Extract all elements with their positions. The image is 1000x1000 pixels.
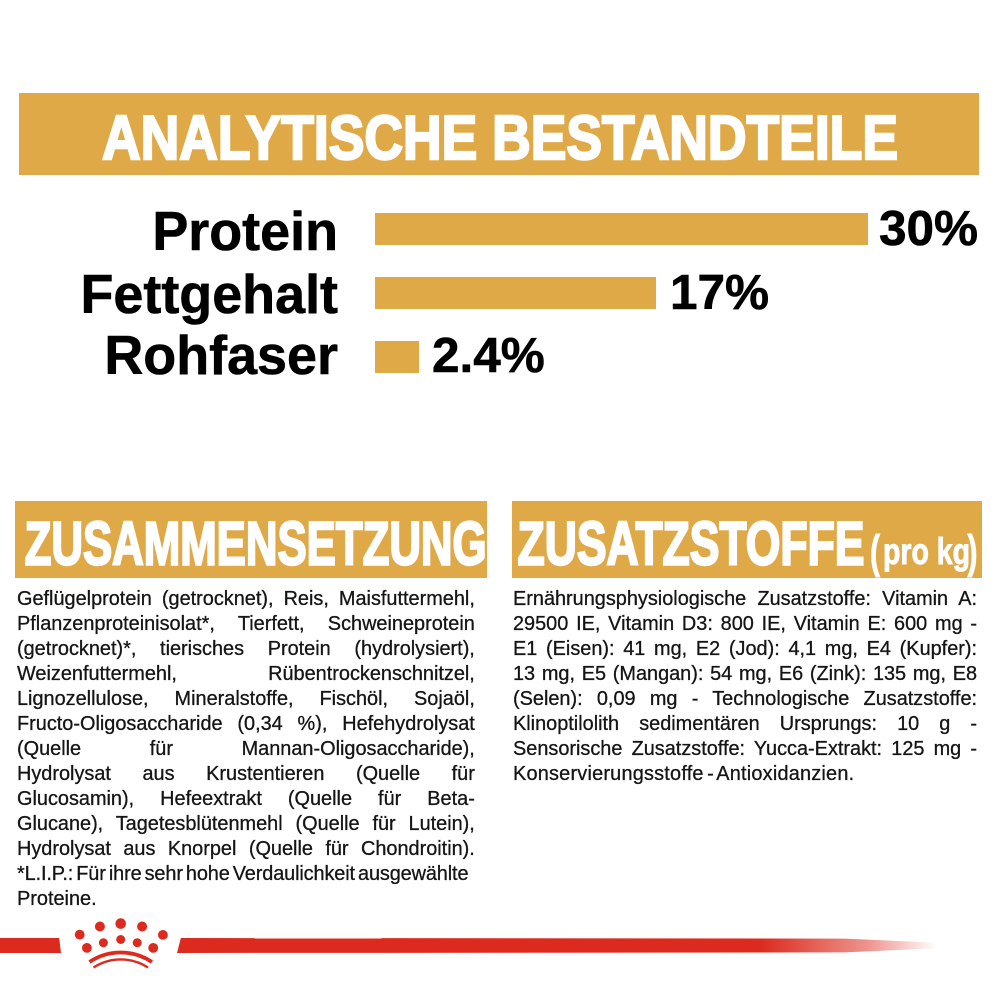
- svg-text:ZUSATZSTOFFE: ZUSATZSTOFFE: [518, 510, 865, 578]
- svg-text:ZUSAMMENSETZUNG: ZUSAMMENSETZUNG: [25, 510, 487, 578]
- svg-text:pro kg: pro kg: [883, 530, 970, 572]
- svg-text:(: (: [870, 526, 880, 578]
- svg-text:ANALYTISCHE BESTANDTEILE: ANALYTISCHE BESTANDTEILE: [102, 104, 898, 173]
- svg-text:): ): [968, 526, 978, 578]
